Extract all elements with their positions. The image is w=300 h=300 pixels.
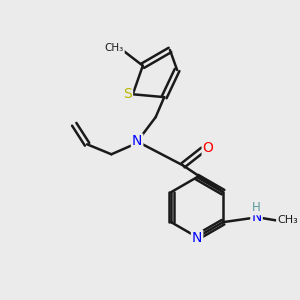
- Text: N: N: [192, 231, 202, 245]
- Text: N: N: [251, 210, 262, 224]
- Text: CH₃: CH₃: [105, 43, 124, 53]
- Text: S: S: [123, 87, 132, 101]
- Text: N: N: [132, 134, 142, 148]
- Text: H: H: [252, 201, 261, 214]
- Text: CH₃: CH₃: [277, 215, 298, 225]
- Text: O: O: [202, 141, 214, 155]
